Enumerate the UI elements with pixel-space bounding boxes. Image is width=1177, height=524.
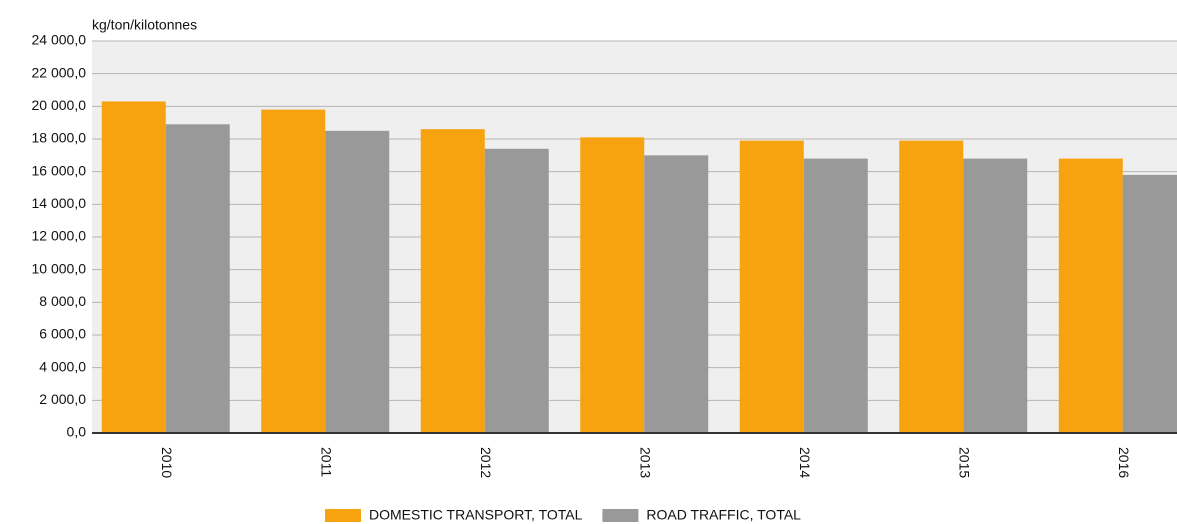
y-tick-label: 10 000,0 xyxy=(32,260,87,276)
bar xyxy=(803,158,868,433)
x-tick-label: 2013 xyxy=(638,447,654,478)
y-tick-label: 4 000,0 xyxy=(39,358,86,374)
bar xyxy=(899,140,964,433)
y-axis-label: kg/ton/kilotonnes xyxy=(92,17,197,33)
bar xyxy=(580,137,645,433)
y-tick-label: 20 000,0 xyxy=(32,97,87,113)
legend-swatch xyxy=(602,509,639,522)
bar xyxy=(325,130,390,434)
bar xyxy=(1122,174,1177,433)
bar xyxy=(963,158,1028,433)
x-tick-label: 2012 xyxy=(478,447,494,478)
bar xyxy=(739,140,804,433)
legend-label: ROAD TRAFFIC, TOTAL xyxy=(646,507,801,523)
y-tick-label: 14 000,0 xyxy=(32,195,87,211)
bar xyxy=(420,129,485,433)
y-tick-label: 8 000,0 xyxy=(39,293,86,309)
legend-swatch xyxy=(325,509,361,522)
legend-label: DOMESTIC TRANSPORT, TOTAL xyxy=(369,507,583,523)
x-tick-label: 2010 xyxy=(159,447,175,478)
y-tick-label: 24 000,0 xyxy=(32,32,87,48)
y-tick-label: 16 000,0 xyxy=(32,162,87,178)
y-tick-label: 0,0 xyxy=(67,424,87,440)
bar xyxy=(261,109,326,433)
bar xyxy=(484,148,549,434)
bar xyxy=(644,155,709,434)
bar xyxy=(1058,158,1123,433)
y-tick-label: 12 000,0 xyxy=(32,228,87,244)
y-tick-label: 2 000,0 xyxy=(39,391,86,407)
x-tick-label: 2016 xyxy=(1116,447,1132,478)
y-tick-label: 18 000,0 xyxy=(32,130,87,146)
x-tick-label: 2011 xyxy=(319,447,335,477)
bar xyxy=(101,101,166,433)
y-tick-label: 6 000,0 xyxy=(39,326,86,342)
y-tick-label: 22 000,0 xyxy=(32,64,87,80)
x-tick-label: 2015 xyxy=(957,447,973,478)
bar xyxy=(165,124,230,434)
x-tick-label: 2014 xyxy=(797,447,813,478)
